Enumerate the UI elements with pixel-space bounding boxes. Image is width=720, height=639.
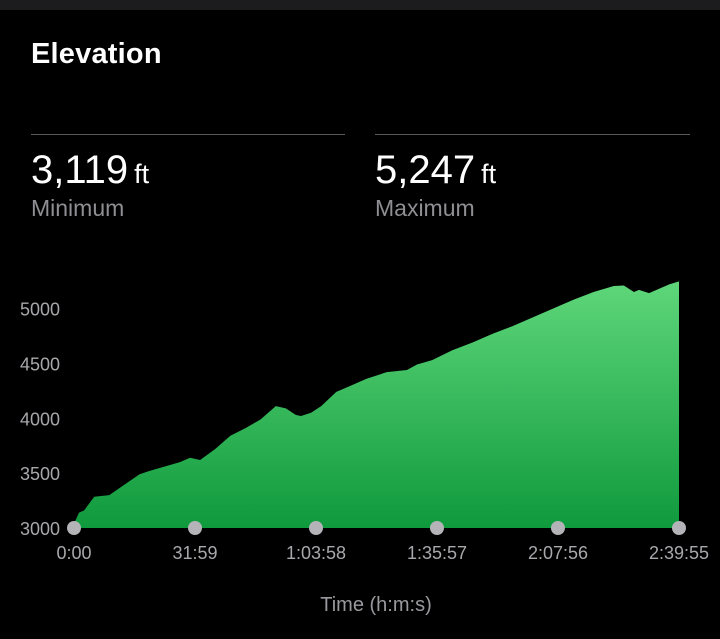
x-tick-dot bbox=[430, 521, 444, 535]
x-tick-label: 2:39:55 bbox=[649, 543, 709, 563]
x-tick-dot bbox=[67, 521, 81, 535]
y-tick-label: 4000 bbox=[20, 409, 60, 429]
y-tick-label: 3500 bbox=[20, 464, 60, 484]
x-tick-dot bbox=[551, 521, 565, 535]
minimum-unit: ft bbox=[134, 159, 150, 189]
y-tick-label: 3000 bbox=[20, 519, 60, 539]
x-tick-label: 1:03:58 bbox=[286, 543, 346, 563]
minimum-divider bbox=[31, 134, 345, 135]
maximum-unit: ft bbox=[481, 159, 497, 189]
x-tick-dot bbox=[309, 521, 323, 535]
x-tick-dot bbox=[672, 521, 686, 535]
x-tick-label: 31:59 bbox=[172, 543, 217, 563]
y-tick-label: 5000 bbox=[20, 300, 60, 320]
maximum-stat: 5,247 ft bbox=[375, 148, 496, 196]
x-axis-title: Time (h:m:s) bbox=[320, 594, 432, 616]
x-tick-dot bbox=[188, 521, 202, 535]
maximum-label: Maximum bbox=[375, 195, 475, 221]
x-tick-label: 0:00 bbox=[56, 543, 91, 563]
page-title: Elevation bbox=[31, 38, 162, 70]
maximum-value: 5,247 bbox=[375, 148, 476, 192]
minimum-stat: 3,119 ft bbox=[31, 148, 149, 196]
maximum-divider bbox=[375, 134, 690, 135]
y-tick-label: 4500 bbox=[20, 354, 60, 374]
x-tick-label: 1:35:57 bbox=[407, 543, 467, 563]
minimum-label: Minimum bbox=[31, 195, 125, 221]
x-tick-label: 2:07:56 bbox=[528, 543, 588, 563]
minimum-value: 3,119 bbox=[31, 148, 129, 192]
elevation-area bbox=[74, 281, 679, 528]
top-status-strip bbox=[0, 0, 720, 10]
